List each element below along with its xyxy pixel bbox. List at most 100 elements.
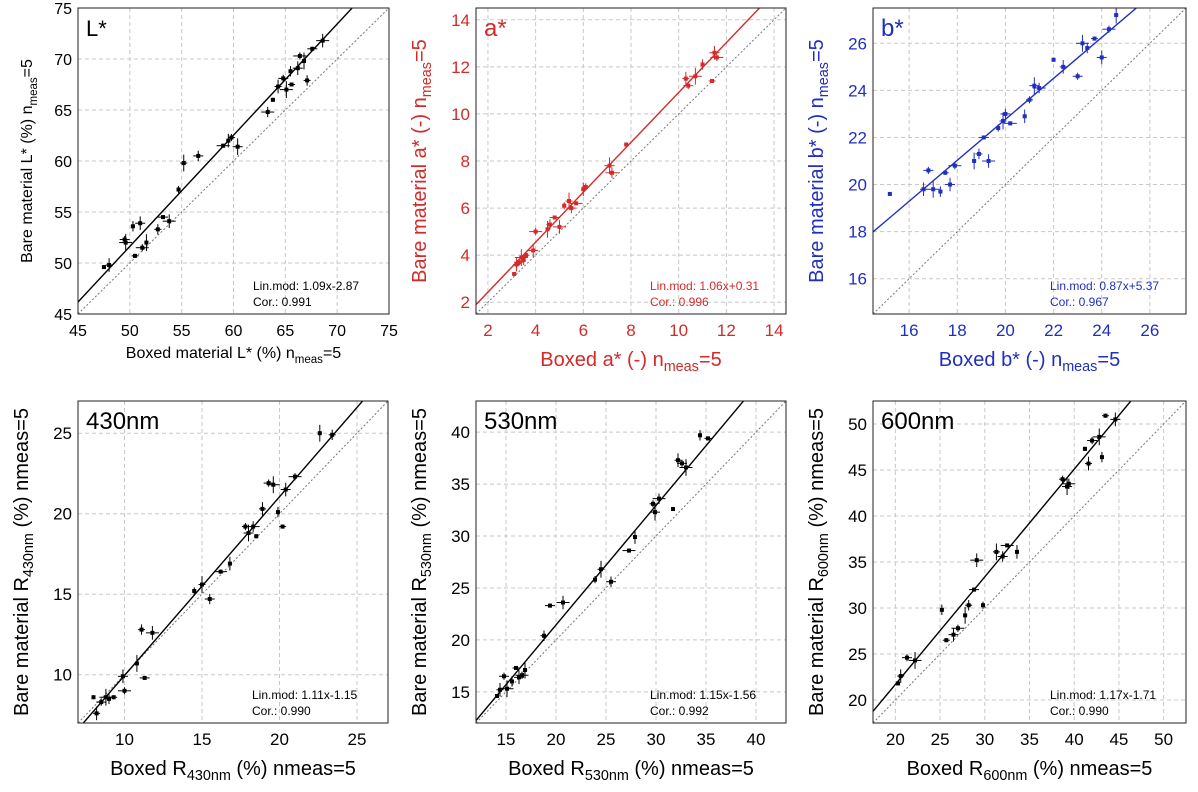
x-axis-label-sub: meas bbox=[664, 359, 699, 375]
data-point bbox=[221, 143, 226, 148]
y-tick-label: 16 bbox=[848, 270, 867, 289]
x-tick-label: 15 bbox=[193, 730, 212, 749]
data-point bbox=[599, 567, 603, 572]
identity-line bbox=[78, 401, 388, 723]
data-point bbox=[295, 66, 300, 71]
data-point bbox=[301, 59, 306, 64]
y-tick-label: 60 bbox=[54, 154, 72, 171]
y-tick-label: 6 bbox=[461, 199, 470, 218]
x-tick-label: 4 bbox=[531, 321, 540, 340]
y-tick-label: 15 bbox=[451, 683, 470, 702]
data-point bbox=[996, 126, 1001, 131]
y-tick-label: 8 bbox=[461, 152, 470, 171]
identity-line bbox=[476, 401, 786, 723]
x-tick-label: 50 bbox=[121, 323, 139, 340]
data-point bbox=[502, 674, 506, 679]
y-axis-label: Bare material b* (-) nmeas=5 bbox=[806, 39, 832, 283]
data-point bbox=[133, 253, 138, 258]
data-point bbox=[533, 229, 538, 234]
data-point bbox=[609, 170, 614, 175]
x-tick-label: 50 bbox=[1154, 730, 1173, 749]
data-point bbox=[218, 569, 223, 574]
data-point bbox=[939, 607, 944, 612]
data-point bbox=[293, 474, 297, 479]
data-point bbox=[229, 135, 234, 140]
x-tick-label: 40 bbox=[747, 730, 766, 749]
data-point bbox=[986, 159, 991, 163]
y-tick-label: 50 bbox=[848, 415, 867, 434]
x-tick-label: 6 bbox=[579, 321, 588, 340]
data-point bbox=[1032, 83, 1037, 88]
y-tick-label: 20 bbox=[848, 176, 867, 195]
data-point bbox=[926, 168, 931, 173]
data-point bbox=[130, 224, 135, 229]
data-point bbox=[122, 688, 127, 693]
data-point bbox=[972, 159, 977, 163]
x-tick-label: 65 bbox=[276, 323, 294, 340]
data-point bbox=[583, 184, 588, 189]
panel-2: 2 4 6 8 10 12 14 2 4 6 8 10 12 14 a* Lin.mod: 1.06x+0.3… bbox=[409, 7, 787, 375]
data-point bbox=[1092, 36, 1097, 41]
data-point bbox=[265, 110, 270, 115]
x-axis-label-tail: (%) nmeas=5 bbox=[1027, 758, 1152, 780]
data-point bbox=[545, 227, 550, 232]
data-point bbox=[1082, 446, 1087, 451]
data-point bbox=[1008, 121, 1013, 126]
y-tick-label: 15 bbox=[53, 585, 72, 604]
y-axis-label-sub: 600nm bbox=[816, 533, 832, 577]
x-axis-label: Boxed a* (-) nmeas=5 bbox=[540, 349, 721, 375]
data-point bbox=[226, 138, 231, 143]
data-point bbox=[714, 55, 719, 60]
data-point bbox=[712, 50, 717, 55]
data-point bbox=[521, 257, 526, 262]
y-tick-label: 25 bbox=[53, 424, 72, 443]
x-tick-label: 2 bbox=[483, 321, 492, 340]
data-point bbox=[633, 535, 637, 540]
y-tick-label: 10 bbox=[53, 666, 72, 685]
y-axis-label-main: Bare material L* (%) n bbox=[19, 106, 36, 263]
x-axis-label-main: Boxed a* (-) n bbox=[540, 349, 663, 371]
y-tick-label: 40 bbox=[848, 507, 867, 526]
data-point bbox=[1001, 118, 1006, 123]
panel-label: a* bbox=[484, 15, 507, 42]
data-point bbox=[931, 187, 936, 192]
y-axis-label-tail: =5 bbox=[409, 39, 431, 62]
data-point bbox=[192, 588, 197, 593]
data-point bbox=[140, 245, 145, 250]
data-point bbox=[1113, 417, 1118, 422]
x-tick-label: 15 bbox=[497, 730, 516, 749]
y-axis-label-main: Bare material b* (-) n bbox=[806, 97, 828, 283]
y-tick-label: 40 bbox=[451, 423, 470, 442]
plot-area bbox=[476, 8, 786, 314]
panel-3: 16 18 20 22 24 26 16 18 20 22 24 26 b* Lin.mod: 0.87x… bbox=[806, 7, 1187, 375]
data-point bbox=[671, 507, 675, 512]
data-point bbox=[207, 597, 212, 602]
x-tick-label: 60 bbox=[225, 323, 243, 340]
data-point bbox=[317, 431, 322, 436]
data-point bbox=[246, 531, 251, 536]
data-point bbox=[101, 265, 106, 270]
panel-label: L* bbox=[86, 16, 107, 41]
data-point bbox=[155, 227, 160, 232]
data-point bbox=[653, 510, 657, 515]
y-axis-label-tail: (%) nmeas=5 bbox=[806, 408, 828, 533]
data-point bbox=[1075, 74, 1080, 79]
data-point bbox=[1051, 57, 1056, 62]
data-point bbox=[976, 151, 981, 156]
identity-line bbox=[873, 401, 1186, 723]
data-point bbox=[581, 187, 586, 192]
y-axis-label-sub: meas bbox=[816, 62, 832, 97]
data-point bbox=[280, 524, 285, 529]
data-point bbox=[167, 219, 172, 224]
regression-line bbox=[476, 401, 745, 721]
data-point bbox=[103, 695, 108, 700]
data-point bbox=[552, 215, 557, 220]
data-point bbox=[569, 206, 574, 211]
panel-5: 15 20 25 30 35 40 15 20 25 30 35 40 530nm Lin.mod: 1.… bbox=[409, 400, 787, 784]
data-point bbox=[980, 603, 985, 608]
data-point bbox=[1085, 46, 1090, 51]
data-point bbox=[1099, 55, 1104, 60]
data-point bbox=[657, 496, 661, 501]
x-axis-label-main: Boxed R bbox=[110, 758, 187, 780]
data-point bbox=[994, 549, 999, 554]
